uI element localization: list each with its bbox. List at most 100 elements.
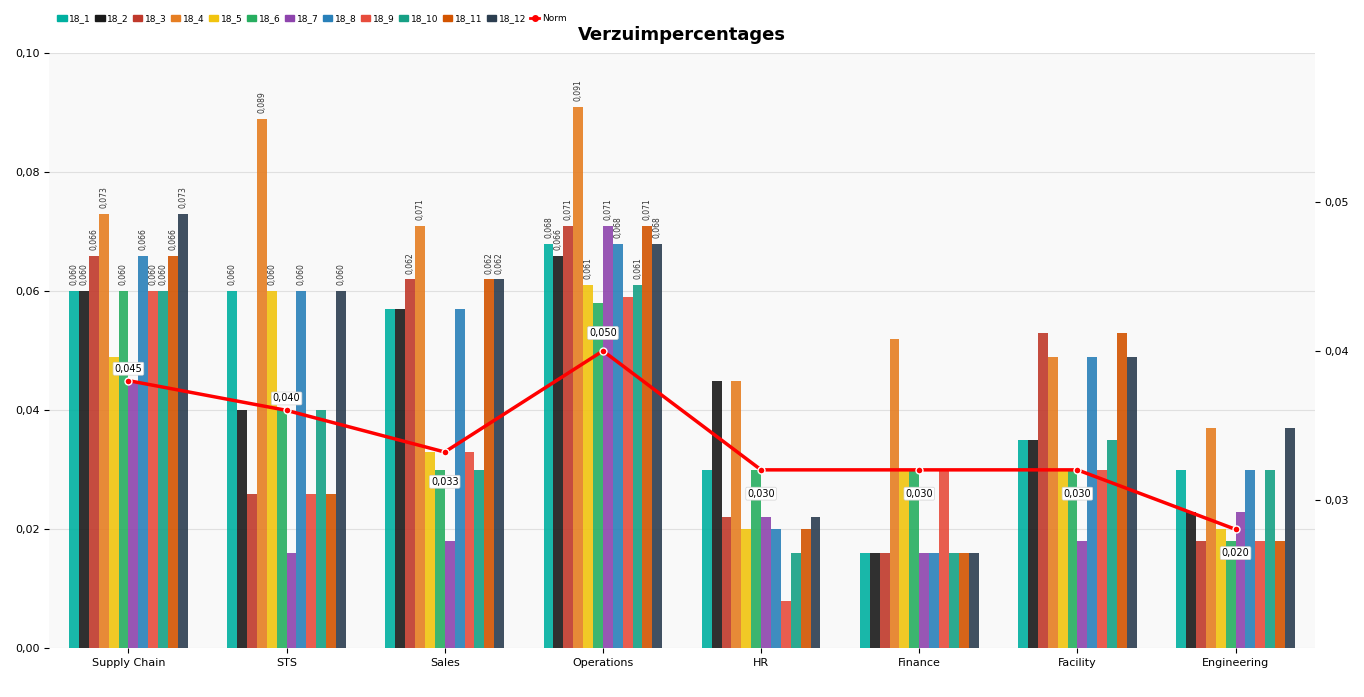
Bar (1028, 440, 1038, 648)
Text: 0,060: 0,060 (228, 263, 237, 286)
Line: Norm: Norm (125, 347, 1239, 533)
Bar (593, 303, 603, 648)
Bar (237, 411, 247, 648)
Bar (1206, 428, 1215, 648)
Text: 0,030: 0,030 (747, 489, 775, 498)
Text: 0,060: 0,060 (337, 263, 345, 286)
Norm (278, 406, 295, 415)
Text: 0,060: 0,060 (297, 263, 306, 286)
Bar (1215, 529, 1226, 648)
Bar (752, 470, 761, 648)
Norm (911, 466, 928, 474)
Bar (445, 542, 454, 648)
Text: 0,060: 0,060 (158, 263, 168, 286)
Bar (1038, 333, 1048, 648)
Bar (89, 256, 98, 648)
Text: 0,061: 0,061 (633, 258, 642, 279)
Text: 0,091: 0,091 (574, 79, 582, 101)
Text: 0,060: 0,060 (70, 263, 79, 286)
Bar (573, 107, 584, 648)
Text: 0,060: 0,060 (119, 263, 128, 286)
Bar (761, 517, 771, 648)
Bar (623, 298, 633, 648)
Bar (1176, 470, 1187, 648)
Bar (959, 553, 968, 648)
Text: 0,066: 0,066 (139, 228, 147, 250)
Bar (584, 286, 593, 648)
Bar (267, 291, 277, 648)
Text: 0,071: 0,071 (416, 198, 424, 220)
Bar (1196, 542, 1206, 648)
Bar (652, 244, 663, 648)
Bar (1226, 542, 1236, 648)
Bar (791, 553, 801, 648)
Bar (484, 279, 494, 648)
Bar (722, 517, 731, 648)
Norm (753, 466, 769, 474)
Bar (731, 381, 741, 648)
Bar (296, 291, 307, 648)
Text: 0,060: 0,060 (149, 263, 158, 286)
Text: 0,071: 0,071 (603, 198, 612, 220)
Title: Verzuimpercentages: Verzuimpercentages (578, 26, 786, 43)
Norm (1228, 525, 1244, 533)
Norm (595, 346, 611, 355)
Bar (494, 279, 505, 648)
Bar (810, 517, 820, 648)
Bar (316, 411, 326, 648)
Text: 0,062: 0,062 (405, 252, 415, 273)
Text: 0,060: 0,060 (267, 263, 277, 286)
Text: 0,066: 0,066 (554, 228, 563, 250)
Text: 0,071: 0,071 (563, 198, 573, 220)
Bar (256, 119, 267, 648)
Bar (910, 470, 919, 648)
Text: 0,030: 0,030 (1064, 489, 1091, 498)
Bar (286, 553, 296, 648)
Bar (603, 226, 612, 648)
Bar (454, 309, 465, 648)
Bar (405, 279, 415, 648)
Bar (1255, 542, 1266, 648)
Bar (396, 309, 405, 648)
Norm (1069, 466, 1086, 474)
Bar (949, 553, 959, 648)
Bar (801, 529, 810, 648)
Bar (899, 470, 910, 648)
Bar (1097, 470, 1108, 648)
Bar (326, 493, 336, 648)
Text: 0,068: 0,068 (614, 216, 622, 238)
Text: 0,033: 0,033 (431, 477, 458, 487)
Bar (1057, 470, 1068, 648)
Bar (435, 470, 445, 648)
Bar (128, 381, 138, 648)
Text: 0,066: 0,066 (89, 228, 98, 250)
Norm (120, 376, 136, 385)
Bar (277, 411, 286, 648)
Text: 0,066: 0,066 (168, 228, 177, 250)
Bar (1078, 542, 1087, 648)
Bar (1048, 357, 1057, 648)
Bar (859, 553, 870, 648)
Bar (929, 553, 938, 648)
Bar (701, 470, 712, 648)
Text: 0,061: 0,061 (584, 258, 592, 279)
Bar (1087, 357, 1097, 648)
Bar (415, 226, 426, 648)
Text: 0,068: 0,068 (653, 216, 662, 238)
Bar (919, 553, 929, 648)
Bar (336, 291, 346, 648)
Text: 0,050: 0,050 (589, 328, 617, 338)
Bar (1266, 470, 1275, 648)
Text: 0,062: 0,062 (484, 252, 494, 273)
Bar (307, 493, 316, 648)
Bar (1018, 440, 1028, 648)
Bar (563, 226, 573, 648)
Bar (119, 291, 128, 648)
Bar (889, 339, 899, 648)
Bar (1068, 470, 1078, 648)
Bar (1108, 440, 1117, 648)
Legend: 18_1, 18_2, 18_3, 18_4, 18_5, 18_6, 18_7, 18_8, 18_9, 18_10, 18_11, 18_12, Norm: 18_1, 18_2, 18_3, 18_4, 18_5, 18_6, 18_7… (53, 10, 570, 26)
Bar (544, 244, 554, 648)
Bar (177, 214, 188, 648)
Bar (168, 256, 177, 648)
